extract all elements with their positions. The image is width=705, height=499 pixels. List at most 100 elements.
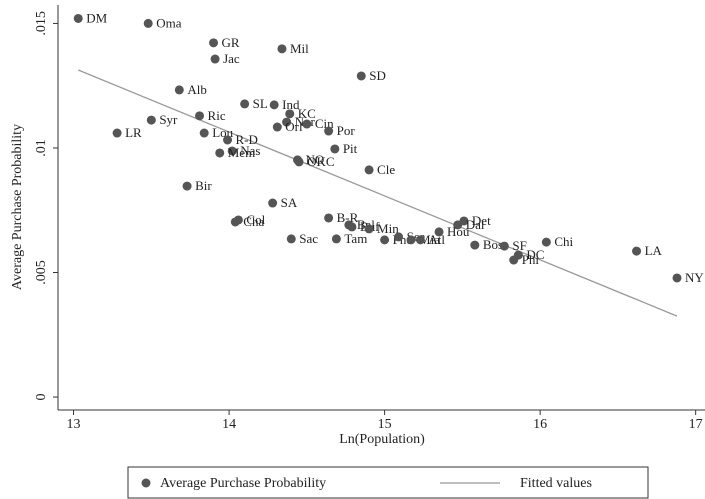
point xyxy=(146,115,156,125)
point xyxy=(285,109,295,119)
point xyxy=(331,234,341,244)
legend-box xyxy=(127,466,649,499)
point xyxy=(286,234,296,244)
point-label: Chi xyxy=(554,234,573,249)
y-tick-label: .015 xyxy=(34,11,49,35)
point xyxy=(347,222,357,232)
legend-label: Fitted values xyxy=(520,476,592,491)
point xyxy=(230,217,240,227)
point-label: Sac xyxy=(299,231,318,246)
point xyxy=(282,117,292,127)
point xyxy=(406,235,416,245)
point xyxy=(541,237,551,247)
point-label: R-D xyxy=(236,132,258,147)
point-label: DC xyxy=(526,247,544,262)
point-label: NO xyxy=(306,152,325,167)
point xyxy=(272,122,282,132)
point-label: Det xyxy=(472,213,491,228)
point xyxy=(330,144,340,154)
point xyxy=(294,157,304,167)
point xyxy=(195,111,205,121)
point-label: Mem xyxy=(228,145,255,160)
point-label: OKC xyxy=(307,154,334,169)
point-label: Phi xyxy=(522,252,540,267)
point xyxy=(143,18,153,28)
point-label: Bir xyxy=(195,178,212,193)
point-label: Ric xyxy=(208,108,226,123)
x-axis-title: Ln(Population) xyxy=(339,432,425,447)
point xyxy=(415,235,425,245)
point-label: Ind xyxy=(282,97,300,112)
point xyxy=(434,227,444,237)
y-tick-label: 0 xyxy=(34,394,49,401)
point-label: SA xyxy=(281,195,298,210)
x-tick-label: 14 xyxy=(222,417,236,432)
point xyxy=(210,54,220,64)
point-label: Bos xyxy=(483,237,503,252)
point-label: Atl xyxy=(428,232,445,247)
point xyxy=(182,181,192,191)
point-label: Col xyxy=(246,212,265,227)
point xyxy=(470,240,480,250)
point xyxy=(277,44,287,54)
point xyxy=(324,213,334,223)
point xyxy=(632,246,642,256)
x-tick-label: 13 xyxy=(67,417,81,432)
point xyxy=(302,119,312,129)
point xyxy=(269,100,279,110)
y-tick-label: .005 xyxy=(34,260,49,285)
point-label: B-R xyxy=(337,210,359,225)
point xyxy=(209,38,219,48)
point xyxy=(174,85,184,95)
point-label: SL xyxy=(253,96,268,111)
point xyxy=(509,255,519,265)
point xyxy=(364,224,374,234)
point xyxy=(394,232,404,242)
point xyxy=(112,128,122,138)
point-label: Min xyxy=(377,221,399,236)
point xyxy=(324,126,334,136)
y-axis-title: Average Purchase Probability xyxy=(10,124,25,290)
point-label: SD xyxy=(369,68,386,83)
point-label: SF xyxy=(512,238,526,253)
point-label: Hou xyxy=(447,224,470,239)
point-label: Mil xyxy=(290,41,309,56)
x-tick-label: 16 xyxy=(533,417,547,432)
point-label: Por xyxy=(337,123,356,138)
point-label: Dal xyxy=(466,217,485,232)
point xyxy=(364,165,374,175)
point-label: Oma xyxy=(156,15,182,30)
point xyxy=(356,71,366,81)
point xyxy=(223,135,233,145)
point-label: Cha xyxy=(243,214,264,229)
point-label: NY xyxy=(685,270,704,285)
point xyxy=(215,148,225,158)
point-label: Cle xyxy=(377,162,395,177)
point-label: LR xyxy=(125,125,142,140)
point xyxy=(672,273,682,283)
point xyxy=(227,146,237,156)
legend-label: Average Purchase Probability xyxy=(160,476,326,491)
point xyxy=(240,99,250,109)
point-label: LA xyxy=(645,243,663,258)
fitted-line xyxy=(77,69,678,317)
point-label: Tam xyxy=(344,231,367,246)
point-label: Nas xyxy=(240,143,260,158)
point xyxy=(453,220,463,230)
point-label: Alb xyxy=(187,82,207,97)
x-tick-label: 17 xyxy=(689,417,703,432)
y-tick-label: .01 xyxy=(34,139,49,157)
point-label: Orl xyxy=(285,119,303,134)
point-label: Jac xyxy=(223,51,240,66)
legend-marker xyxy=(141,478,151,488)
point-label: Syr xyxy=(159,112,178,127)
x-tick-label: 15 xyxy=(378,417,392,432)
point-label: DM xyxy=(86,10,107,25)
point-label: GR xyxy=(222,35,240,50)
point xyxy=(268,198,278,208)
point-label: KC xyxy=(298,106,316,121)
point xyxy=(380,235,390,245)
point-label: Mia xyxy=(419,232,440,247)
point xyxy=(199,128,209,138)
